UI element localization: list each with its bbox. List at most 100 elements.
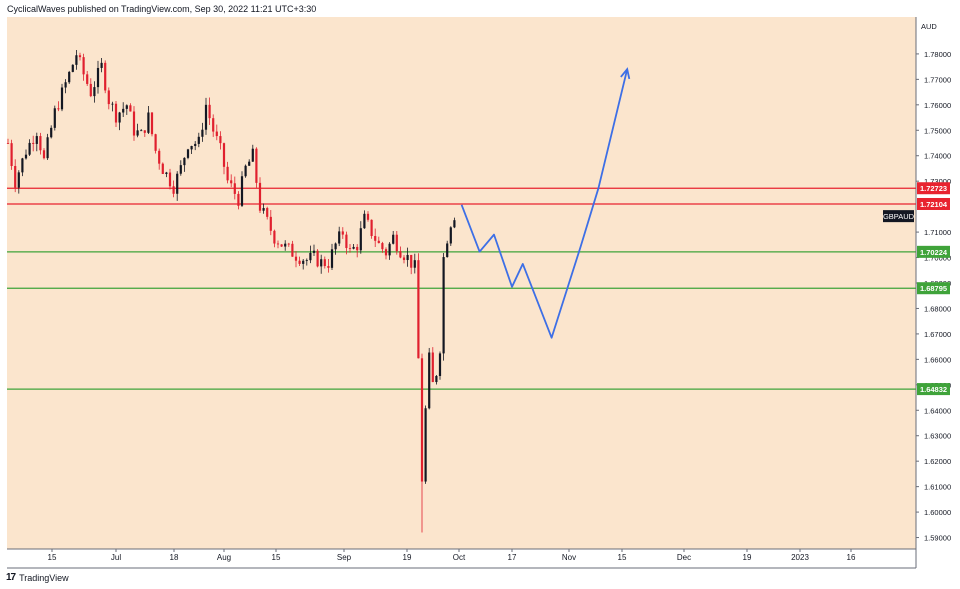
candle-body [312,250,316,253]
candle-body [165,172,168,175]
candle-body [406,254,409,261]
candle-body [6,143,10,144]
symbol-label: GBPAUD [883,212,915,221]
candle-body [413,260,416,268]
candle-body [161,163,164,175]
tradingview-brand: TradingView [19,572,69,583]
candle-body [154,134,157,151]
candle-body [352,246,355,249]
x-tick-label: 16 [847,553,856,562]
candle-body [226,166,229,181]
y-tick-label: 1.66000 [924,355,951,364]
candle-body [345,234,348,249]
price-level-label: 1.68795 [920,284,947,293]
candle-body [219,136,222,144]
candle-body [14,166,17,188]
y-tick-label: 1.70000 [924,254,951,263]
y-tick-label: 1.64000 [924,406,951,415]
price-level-badge [917,197,950,210]
plot-area [7,17,916,549]
candle-body [86,74,89,84]
candle-body [89,83,92,97]
candle-body [258,182,262,211]
publisher-caption: CyclicalWaves published on TradingView.c… [7,4,317,14]
price-level-badge [917,182,950,195]
candle-body [140,130,143,132]
candle-body [150,112,154,135]
candle-body [24,154,28,159]
candle-body [190,145,193,150]
y-tick-label: 1.67000 [924,330,951,339]
candle-body [273,230,276,244]
candle-body [370,219,373,237]
candle-body [395,234,398,252]
candle-body [125,105,128,109]
candle-body [111,103,114,105]
candle-body [143,130,146,133]
candle-body [122,108,125,113]
y-tick-label: 1.62000 [924,457,951,466]
candle-body [402,257,406,261]
y-tick-label: 1.73000 [924,177,951,186]
candle-body [399,251,402,258]
candle-body [230,180,233,184]
price-level-label: 1.72723 [920,184,947,193]
candle-body [39,136,42,151]
candle-body [316,250,319,267]
tradingview-logo-icon: 17 [6,572,16,583]
symbol-tag [883,210,914,223]
candle-body [93,87,96,97]
y-tick-label: 1.60000 [924,508,951,517]
projection-path [460,68,629,339]
candle-body [384,249,388,256]
price-level-label: 1.72104 [920,200,948,209]
candle-body [428,352,431,409]
tradingview-footer[interactable]: 17 TradingView [6,572,69,583]
candle-body [82,57,85,75]
candle-body [359,228,362,251]
x-tick-label: 17 [508,553,517,562]
y-tick-label: 1.61000 [924,483,951,492]
candle-body [431,352,434,383]
candle-body [305,260,308,262]
candle-body [392,234,395,244]
candle-body [446,243,449,258]
price-level-label: 1.70224 [920,248,948,257]
candle-body [179,165,182,174]
candle-body [341,231,344,235]
y-tick-label: 1.68000 [924,304,951,313]
candle-body [204,104,208,130]
candle-body [287,243,290,245]
candle-body [266,208,269,217]
candle-body [323,259,326,267]
x-tick-label: Jul [111,553,121,562]
y-tick-label: 1.78000 [924,50,951,59]
candle-body [338,231,341,244]
candle-body [330,249,334,268]
candle-body [10,143,13,167]
projection-arrowhead [620,67,631,80]
candle-body [377,240,380,244]
candle-body [118,112,121,123]
candle-body [194,143,197,146]
candle-body [222,143,226,167]
x-tick-label: 19 [743,553,752,562]
candle-body [327,266,330,268]
x-tick-label: Oct [453,553,466,562]
y-tick-label: 1.76000 [924,101,951,110]
y-tick-label: 1.77000 [924,75,951,84]
candle-body [201,129,204,137]
candle-body [320,259,323,267]
candle-body [21,158,24,173]
candle-body [60,87,64,110]
candle-body [280,244,283,247]
candles [6,50,456,533]
x-tick-label: 15 [48,553,57,562]
candle-body [96,67,100,88]
candle-body [276,243,280,245]
x-tick-label: 15 [618,553,627,562]
candle-body [28,142,31,155]
x-tick-label: 15 [272,553,281,562]
candle-body [449,227,452,244]
